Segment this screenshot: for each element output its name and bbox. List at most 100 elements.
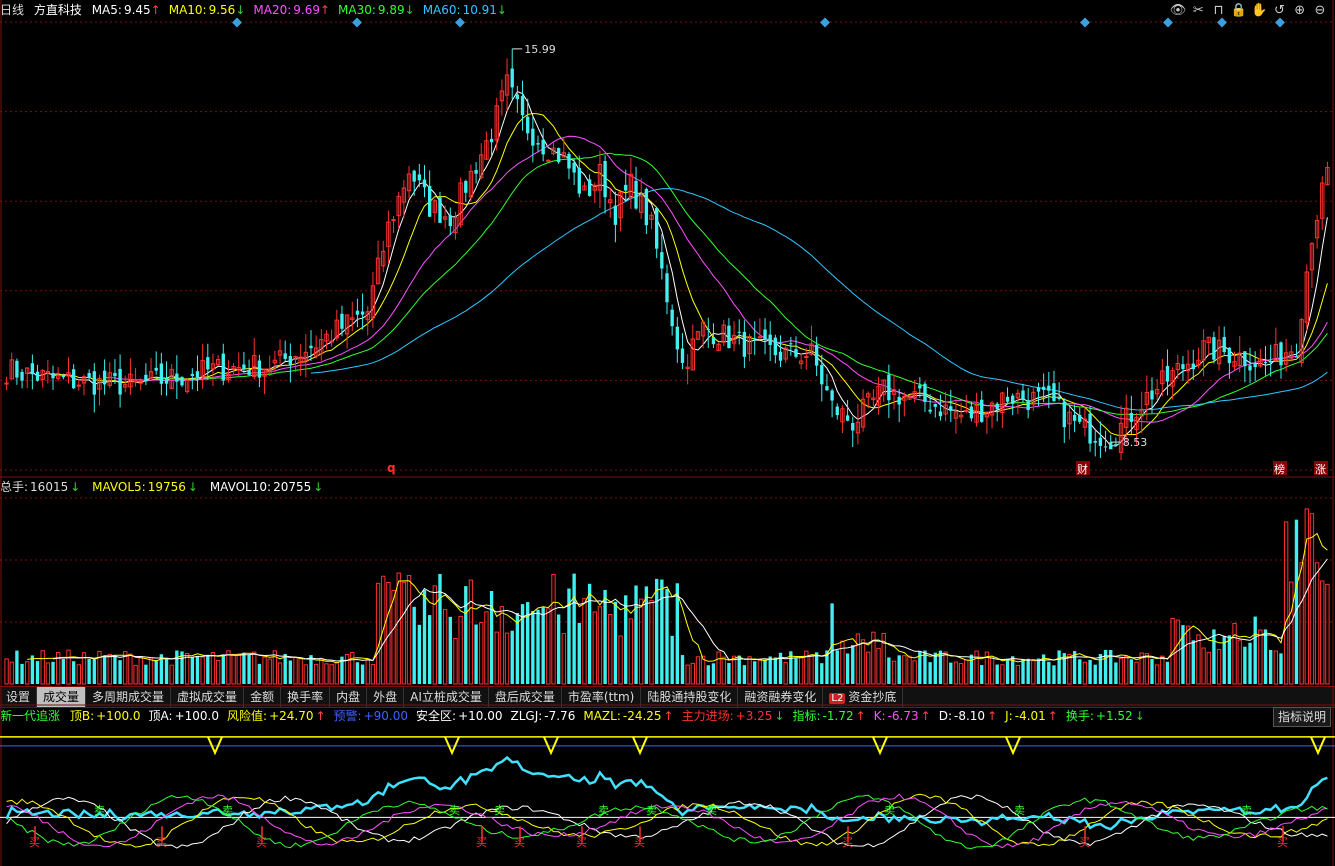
tab-10[interactable]: 市盈率(ttm) bbox=[562, 687, 642, 707]
chart-toolbar: 👁 ✂ ⊓ 🔒 ✋ ↺ ⊕ ⊖ bbox=[1169, 0, 1335, 20]
volume-bar-up bbox=[721, 656, 726, 685]
ma30-line bbox=[156, 152, 1328, 416]
volume-bar-down bbox=[118, 660, 122, 684]
tab-13[interactable]: L2 资金抄底 bbox=[823, 687, 904, 707]
volume-bar-down bbox=[1263, 629, 1268, 684]
candle-body-up bbox=[303, 351, 309, 361]
ma-legend-2: MA20: 9.69↑ bbox=[253, 3, 332, 17]
volume-bar-down bbox=[644, 586, 649, 684]
volume-bar-up bbox=[468, 579, 474, 685]
candle-body-up bbox=[350, 317, 355, 321]
tab-1[interactable]: 成交量 bbox=[37, 687, 87, 707]
volume-bar-down bbox=[531, 610, 535, 684]
candle-body-up bbox=[344, 314, 350, 335]
candle-body-up bbox=[293, 356, 298, 361]
volume-bar-down bbox=[634, 585, 638, 684]
volume-bar-down bbox=[1150, 659, 1154, 684]
indicator-value: -7.76 bbox=[544, 709, 576, 723]
volume-bar-down bbox=[20, 663, 24, 684]
tab-3[interactable]: 虚拟成交量 bbox=[171, 687, 245, 707]
volume-bar-up bbox=[81, 652, 87, 685]
volume-bar-down bbox=[814, 652, 819, 684]
volume-bar-up bbox=[608, 614, 613, 685]
oscillator-line-0 bbox=[6, 794, 1328, 849]
candle-body-up bbox=[401, 187, 407, 203]
volume-bar-up bbox=[1175, 619, 1180, 685]
period-label[interactable]: 日线 bbox=[0, 3, 25, 17]
candle-body-down bbox=[665, 273, 669, 303]
candle-body-down bbox=[309, 345, 313, 349]
candle-body-down bbox=[572, 162, 576, 173]
candle-body-up bbox=[1118, 422, 1124, 453]
tab-0[interactable]: 设置 bbox=[0, 687, 38, 707]
indicator-value: +10.00 bbox=[458, 709, 503, 723]
indicator-label: 主力进场: bbox=[681, 709, 734, 723]
volume-bar-down bbox=[422, 589, 427, 684]
candle-body-down bbox=[887, 374, 891, 401]
l2-badge: L2 bbox=[829, 693, 846, 704]
candle-body-up bbox=[66, 372, 71, 377]
lock-icon[interactable]: 🔒 bbox=[1230, 2, 1247, 18]
tab-9[interactable]: 盘后成交量 bbox=[489, 687, 562, 707]
mavol10-label: MAVOL10: bbox=[209, 480, 272, 494]
volume-bar-up bbox=[783, 662, 788, 685]
marker-bang: 榜 bbox=[1274, 462, 1285, 476]
volume-bar-up bbox=[66, 649, 71, 685]
minus-circle-icon[interactable]: ⊖ bbox=[1314, 2, 1326, 18]
candle-body-down bbox=[20, 371, 24, 381]
eye-icon[interactable]: 👁 bbox=[1169, 2, 1187, 18]
tab-4[interactable]: 金额 bbox=[244, 687, 282, 707]
volume-bar-down bbox=[825, 650, 829, 684]
lock-open-icon[interactable]: ⊓ bbox=[1213, 2, 1224, 18]
volume-bar-down bbox=[680, 655, 685, 684]
tab-5[interactable]: 换手率 bbox=[281, 687, 331, 707]
candle-body-down bbox=[257, 360, 262, 378]
tab-label: 陆股通持股变化 bbox=[647, 690, 732, 704]
candle-body-up bbox=[1015, 392, 1021, 399]
top-signal-v bbox=[1005, 736, 1021, 756]
volume-bar-down bbox=[949, 662, 953, 684]
volume-bar-down bbox=[412, 606, 416, 684]
candle-body-up bbox=[458, 182, 463, 226]
candle-body-down bbox=[102, 370, 107, 385]
tab-6[interactable]: 内盘 bbox=[330, 687, 368, 707]
candle-body-down bbox=[1191, 363, 1195, 370]
volume-bar-down bbox=[742, 665, 747, 684]
tab-12[interactable]: 融资融券变化 bbox=[738, 687, 824, 707]
scissors-icon[interactable]: ✂ bbox=[1192, 2, 1204, 18]
hand-icon[interactable]: ✋ bbox=[1251, 2, 1268, 18]
undo-icon[interactable]: ↺ bbox=[1273, 2, 1285, 18]
candle-body-up bbox=[210, 363, 216, 370]
candle-body-up bbox=[479, 154, 484, 179]
tab-11[interactable]: 陆股通持股变化 bbox=[641, 687, 739, 707]
indicator-help-button[interactable]: 指标说明 bbox=[1272, 707, 1331, 727]
tab-8[interactable]: AI立桩成交量 bbox=[404, 687, 489, 707]
candle-body-down bbox=[603, 160, 607, 198]
indicator-name[interactable]: 新一代追涨 bbox=[0, 709, 61, 723]
volume-bar-down bbox=[706, 665, 710, 684]
marker-cai-bg bbox=[1076, 461, 1090, 475]
indicator-label: 换手: bbox=[1065, 709, 1094, 723]
candle-body-up bbox=[866, 393, 871, 398]
candle-body-down bbox=[624, 184, 628, 191]
candle-body-up bbox=[561, 152, 566, 158]
candle-body-up bbox=[1304, 271, 1309, 323]
candle-body-up bbox=[133, 380, 138, 383]
marker-cai: 财 bbox=[1077, 462, 1088, 476]
plus-circle-icon[interactable]: ⊕ bbox=[1294, 2, 1306, 18]
volume-bar-down bbox=[360, 664, 365, 684]
buy-signal-label: 买 bbox=[1079, 836, 1090, 849]
candle-body-down bbox=[1098, 437, 1103, 446]
volume-bar-down bbox=[159, 654, 164, 684]
volume-bar-up bbox=[685, 664, 690, 685]
volume-bar-up bbox=[1206, 651, 1211, 685]
candle-body-down bbox=[92, 371, 96, 395]
volume-bar-down bbox=[1279, 653, 1283, 684]
candle-body-down bbox=[1114, 444, 1118, 446]
indicator-label: J: bbox=[1005, 709, 1013, 723]
tab-7[interactable]: 外盘 bbox=[367, 687, 405, 707]
buy-signal-label: 买 bbox=[576, 836, 587, 849]
volume-bar-down bbox=[30, 655, 35, 684]
tab-2[interactable]: 多周期成交量 bbox=[86, 687, 172, 707]
